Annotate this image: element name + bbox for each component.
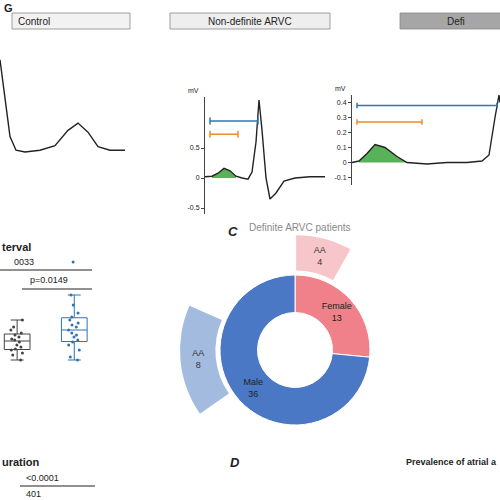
svg-text:C: C bbox=[228, 224, 238, 239]
svg-text:0033: 0033 bbox=[14, 257, 34, 267]
svg-text:0.5: 0.5 bbox=[190, 144, 200, 151]
svg-text:D: D bbox=[230, 455, 240, 470]
svg-text:Defi: Defi bbox=[447, 16, 465, 27]
svg-text:Definite ARVC patients: Definite ARVC patients bbox=[249, 222, 351, 233]
svg-text:terval: terval bbox=[2, 241, 31, 253]
svg-text:p=0.0149: p=0.0149 bbox=[30, 275, 68, 285]
svg-text:mV: mV bbox=[335, 85, 346, 92]
svg-text:Male36: Male36 bbox=[244, 377, 264, 399]
svg-text:0: 0 bbox=[343, 159, 347, 166]
svg-text:Non-definite ARVC: Non-definite ARVC bbox=[208, 16, 292, 27]
svg-text:Control: Control bbox=[18, 16, 50, 27]
svg-text:-0.5: -0.5 bbox=[188, 204, 200, 211]
svg-text:0.2: 0.2 bbox=[337, 129, 347, 136]
svg-text:AA8: AA8 bbox=[192, 348, 204, 370]
svg-text:0.1: 0.1 bbox=[337, 144, 347, 151]
svg-text:0.4: 0.4 bbox=[337, 99, 347, 106]
svg-text:uration: uration bbox=[2, 456, 40, 468]
svg-text:0: 0 bbox=[196, 174, 200, 181]
svg-text:Prevalence of atrial a: Prevalence of atrial a bbox=[406, 457, 497, 467]
svg-text:0.3: 0.3 bbox=[337, 114, 347, 121]
svg-text:<0.0001: <0.0001 bbox=[26, 473, 59, 483]
svg-text:AA4: AA4 bbox=[314, 245, 326, 267]
svg-text:Female13: Female13 bbox=[322, 301, 352, 323]
svg-text:401: 401 bbox=[26, 489, 41, 499]
svg-text:G: G bbox=[4, 2, 13, 14]
svg-text:mV: mV bbox=[188, 87, 199, 94]
svg-text:-0.1: -0.1 bbox=[335, 174, 347, 181]
